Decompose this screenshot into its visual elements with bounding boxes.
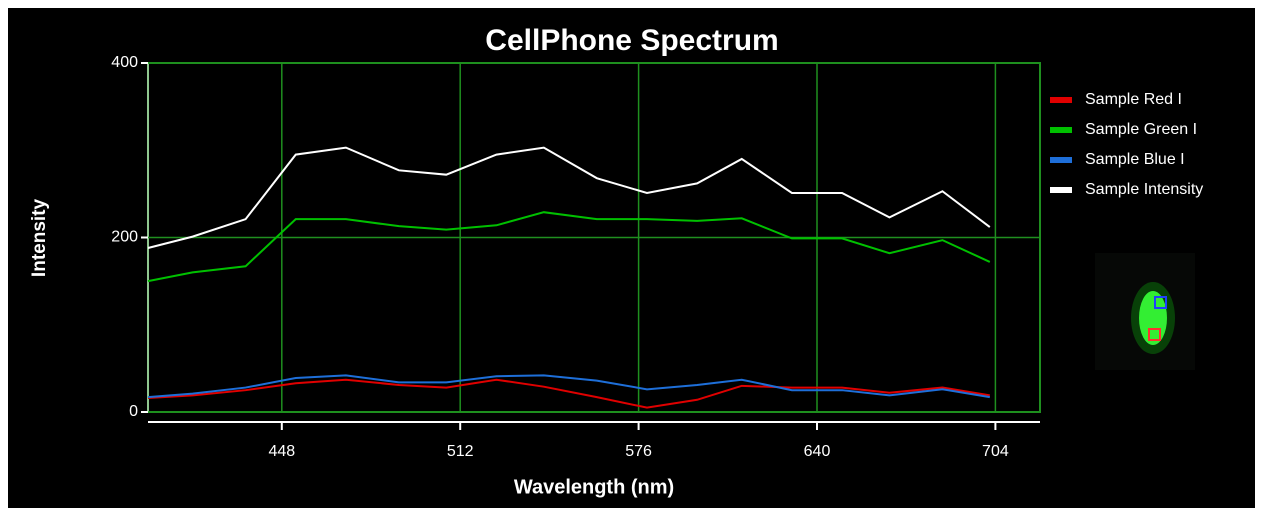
chart-title: CellPhone Spectrum bbox=[485, 24, 778, 57]
series-line bbox=[147, 211, 991, 283]
x-tick-label: 704 bbox=[982, 443, 1009, 460]
legend-label: Sample Blue I bbox=[1085, 151, 1185, 168]
legend-label: Sample Intensity bbox=[1085, 181, 1203, 198]
series-line bbox=[147, 374, 990, 399]
series-line bbox=[147, 146, 991, 249]
series-line bbox=[147, 378, 990, 409]
legend-swatch bbox=[1050, 127, 1072, 133]
legend-swatch bbox=[1050, 157, 1072, 163]
legend-swatch bbox=[1050, 187, 1072, 193]
blue-roi bbox=[1154, 296, 1167, 309]
background bbox=[8, 8, 1255, 508]
y-axis-label: Intensity bbox=[29, 199, 50, 278]
y-tick-label: 400 bbox=[111, 54, 138, 71]
y-tick-label: 200 bbox=[111, 229, 138, 246]
legend-label: Sample Green I bbox=[1085, 121, 1197, 138]
y-tick-label: 0 bbox=[129, 403, 138, 420]
x-axis-label: Wavelength (nm) bbox=[514, 476, 674, 498]
legend-swatch bbox=[1050, 97, 1072, 103]
thumbnail bbox=[1095, 253, 1195, 370]
red-roi bbox=[1148, 328, 1161, 341]
x-tick-label: 448 bbox=[268, 443, 295, 460]
x-tick-label: 640 bbox=[804, 443, 831, 460]
legend-label: Sample Red I bbox=[1085, 91, 1182, 108]
blob bbox=[1139, 291, 1167, 345]
x-tick-label: 512 bbox=[447, 443, 474, 460]
x-tick-label: 576 bbox=[625, 443, 652, 460]
